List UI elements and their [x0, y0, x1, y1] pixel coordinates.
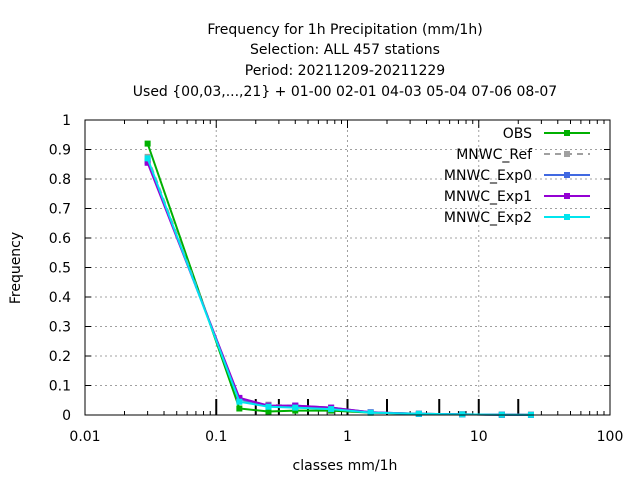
axis-ticks: 0 0.1 0.2 0.3 0.4 0.5 0.6 0.7 0.8 0.9 1 0.01 0.1 1 10 1… — [49, 113, 624, 445]
legend-entry: OBS — [503, 126, 590, 142]
legend-swatch-marker — [564, 172, 570, 178]
x-tick-label: 0.01 — [69, 429, 100, 445]
data-point — [144, 155, 151, 162]
x-axis-label: classes mm/1h — [293, 458, 398, 474]
legend-label: MNWC_Ref — [456, 147, 533, 163]
data-point — [236, 405, 243, 412]
legend-entry: MNWC_Exp0 — [444, 168, 590, 184]
legend-entry: MNWC_Exp1 — [444, 189, 590, 205]
legend-swatch-marker — [564, 151, 570, 157]
legend-swatch-marker — [564, 193, 570, 199]
chart-title-line-2: Selection: ALL 457 stations — [250, 42, 440, 58]
data-point — [144, 159, 151, 166]
y-tick-label: 0.1 — [49, 379, 71, 395]
data-point — [415, 410, 422, 417]
legend-label: MNWC_Exp1 — [444, 189, 532, 205]
legend-swatch-marker — [564, 130, 570, 136]
grid-lines — [85, 120, 610, 415]
x-tick-label: 1 — [343, 429, 352, 445]
data-point — [328, 406, 335, 413]
data-point — [292, 404, 299, 411]
legend-label: MNWC_Exp0 — [444, 168, 532, 184]
y-axis-label: Frequency — [8, 232, 24, 304]
y-tick-label: 0.6 — [49, 231, 71, 247]
chart-title-line-1: Frequency for 1h Precipitation (mm/1h) — [207, 22, 482, 38]
y-tick-label: 0 — [62, 408, 71, 424]
x-tick-label: 100 — [597, 429, 624, 445]
data-point — [367, 409, 374, 416]
chart-title-line-3: Period: 20211209-20211229 — [245, 63, 445, 79]
legend-label: OBS — [503, 126, 532, 142]
x-tick-label: 0.1 — [205, 429, 227, 445]
legend-entry: MNWC_Ref — [456, 147, 590, 163]
y-tick-label: 0.2 — [49, 349, 71, 365]
data-point — [236, 394, 243, 401]
legend-entry: MNWC_Exp2 — [444, 210, 590, 226]
chart-title-line-4: Used {00,03,...,21} + 01-00 02-01 04-03 … — [133, 84, 557, 100]
y-tick-label: 0.3 — [49, 320, 71, 336]
chart-title: Frequency for 1h Precipitation (mm/1h) S… — [133, 22, 557, 100]
legend: OBS MNWC_Ref MNWC_Exp0 MNWC_Exp1 MNWC_Exp2 — [444, 126, 590, 226]
y-tick-label: 0.7 — [49, 202, 71, 218]
data-point — [144, 140, 151, 147]
y-tick-label: 0.9 — [49, 143, 71, 159]
y-tick-label: 0.5 — [49, 261, 71, 277]
plot-frame — [84, 119, 611, 416]
series-line — [146, 143, 532, 416]
data-point — [459, 411, 466, 418]
y-tick-label: 0.8 — [49, 172, 71, 188]
y-tick-label: 0.4 — [49, 290, 71, 306]
legend-swatch-marker — [564, 214, 570, 220]
y-tick-label: 1 — [62, 113, 71, 129]
data-point — [265, 403, 272, 410]
x-tick-label: 10 — [470, 429, 488, 445]
data-point — [236, 398, 243, 405]
data-point — [265, 408, 272, 415]
legend-label: MNWC_Exp2 — [444, 210, 532, 226]
